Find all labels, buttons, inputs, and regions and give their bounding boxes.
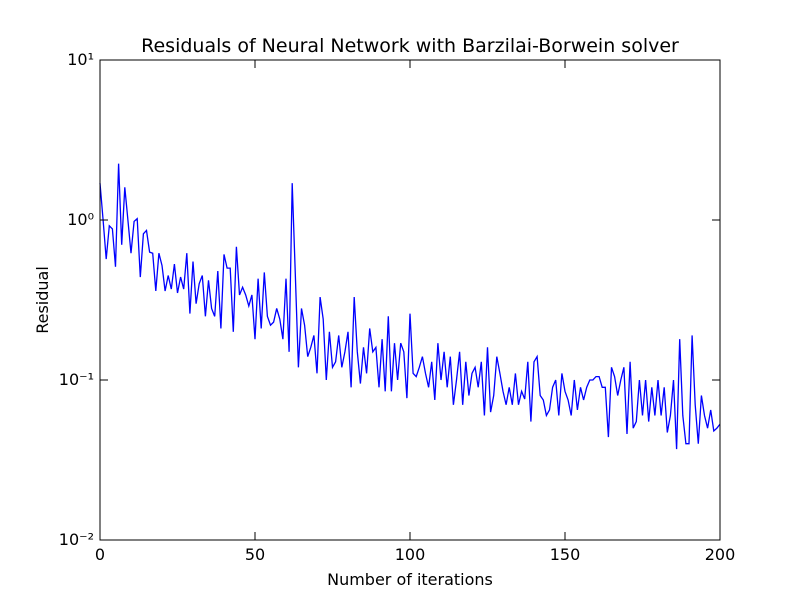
y-tick-label: 10⁻¹ (59, 370, 94, 389)
chart-title: Residuals of Neural Network with Barzila… (141, 35, 679, 57)
x-tick-label: 150 (550, 545, 581, 564)
x-tick-label: 200 (705, 545, 736, 564)
x-axis-label: Number of iterations (327, 570, 493, 589)
y-tick-label: 10⁰ (67, 210, 94, 229)
y-tick-label: 10⁻² (59, 530, 94, 549)
data-line (99, 163, 721, 450)
plot-frame (99, 59, 721, 541)
x-tick-label: 50 (245, 545, 265, 564)
y-axis-label: Residual (33, 266, 52, 334)
x-tick-label: 100 (395, 545, 426, 564)
x-tick-label: 0 (95, 545, 105, 564)
y-tick-label: 10¹ (67, 50, 94, 69)
